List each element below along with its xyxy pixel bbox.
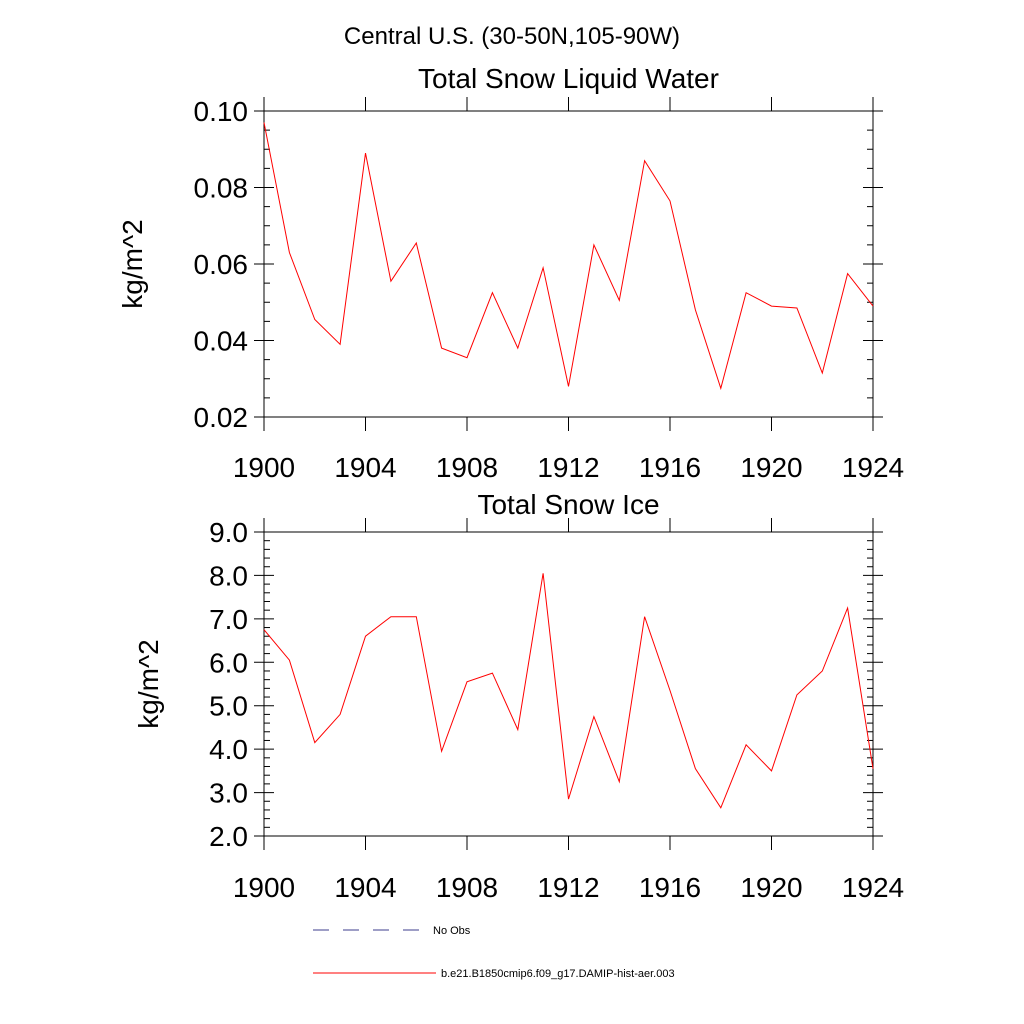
legend-no-obs-label: No Obs [433, 925, 471, 937]
x-tick-label: 1912 [537, 872, 599, 903]
y-tick-label: 5.0 [209, 691, 248, 722]
snow-liquid-water-panel: Total Snow Liquid Water kg/m^2 1900 1904 190… [117, 63, 904, 483]
x-tick-label: 1912 [537, 452, 599, 483]
chart-title: Total Snow Liquid Water [418, 63, 719, 94]
y-tick-label: 0.10 [194, 96, 249, 127]
y-tick-label: 0.08 [194, 173, 249, 204]
x-tick-label: 1920 [740, 872, 802, 903]
plot-frame [263, 531, 874, 837]
y-tick-label: 8.0 [209, 560, 248, 591]
series-line [263, 573, 874, 809]
y-tick-label: 0.02 [194, 402, 249, 433]
x-tick-label: 1920 [740, 452, 802, 483]
region-title: Central U.S. (30-50N,105-90W) [344, 23, 680, 50]
x-tick-label: 1908 [436, 872, 498, 903]
legend: No Obs b.e21.B1850cmip6.f09_g17.DAMIP-hi… [313, 925, 675, 980]
y-tick-label: 3.0 [209, 778, 248, 809]
y-tick-label: 0.04 [194, 326, 249, 357]
y-tick-label: 2.0 [209, 821, 248, 852]
plot-frame [263, 110, 874, 418]
x-tick-label: 1916 [639, 872, 701, 903]
x-tick-label: 1924 [842, 872, 904, 903]
y-tick-label: 0.06 [194, 249, 249, 280]
legend-series-label: b.e21.B1850cmip6.f09_g17.DAMIP-hist-aer.… [441, 968, 675, 980]
y-tick-label: 7.0 [209, 604, 248, 635]
x-tick-label: 1916 [639, 452, 701, 483]
x-tick-label: 1904 [334, 872, 396, 903]
x-tick-label: 1904 [334, 452, 396, 483]
x-tick-label: 1924 [842, 452, 904, 483]
x-tick-label: 1900 [233, 872, 295, 903]
y-axis-label: kg/m^2 [117, 219, 148, 308]
y-tick-label: 9.0 [209, 517, 248, 548]
y-tick-label: 4.0 [209, 734, 248, 765]
y-tick-label: 6.0 [209, 647, 248, 678]
chart-title: Total Snow Ice [477, 489, 659, 520]
y-axis-label: kg/m^2 [133, 639, 164, 728]
x-tick-label: 1908 [436, 452, 498, 483]
x-tick-label: 1900 [233, 452, 295, 483]
snow-ice-panel: Total Snow Ice kg/m^2 1900 1904 1908 1912 1916… [133, 489, 904, 903]
series-line [263, 122, 874, 391]
